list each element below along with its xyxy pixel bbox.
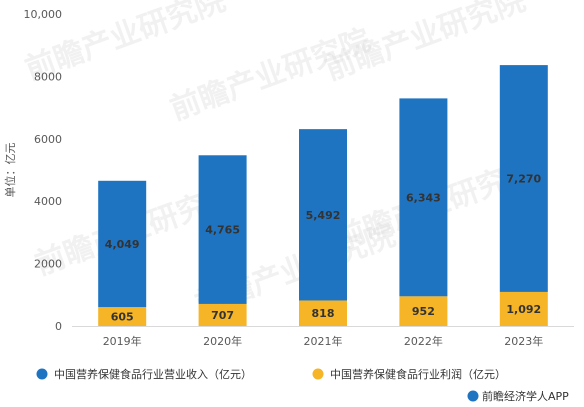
source-credit: 前瞻经济学人APP <box>467 389 569 403</box>
y-tick-label: 2000 <box>34 258 62 271</box>
data-label: 5,492 <box>306 209 341 222</box>
y-tick-label: 6000 <box>34 133 62 146</box>
x-tick-label: 2020年 <box>203 334 242 348</box>
y-ticks: 0 2000 4000 6000 8000 10,000 <box>24 8 63 333</box>
bar-segment <box>499 65 548 292</box>
bars: 605 4,049 707 4,765 818 5,492 952 6,343 1,092 7,2… <box>98 65 548 326</box>
x-tick-label: 2022年 <box>404 334 443 348</box>
bar-segment <box>198 155 247 304</box>
source-logo-icon <box>467 390 479 402</box>
data-label: 952 <box>412 305 435 318</box>
source-text: 前瞻经济学人APP <box>482 389 569 403</box>
data-label: 4,765 <box>205 224 240 237</box>
data-label: 1,092 <box>506 303 541 316</box>
x-tick-label: 2021年 <box>304 334 343 348</box>
legend-marker <box>312 368 324 380</box>
data-label: 818 <box>312 307 335 320</box>
bar-segment <box>299 129 347 301</box>
bar-segment <box>499 291 548 326</box>
x-tick-label: 2019年 <box>103 334 142 348</box>
bar-segment <box>98 180 147 308</box>
y-tick-label: 8000 <box>34 70 62 83</box>
data-label: 707 <box>211 309 234 322</box>
legend: 中国营养保健食品行业营业收入（亿元） 中国营养保健食品行业利润（亿元） <box>36 367 506 381</box>
bar-segment <box>399 98 448 297</box>
bar-segment <box>399 296 448 326</box>
y-tick-label: 4000 <box>34 195 62 208</box>
data-label: 7,270 <box>506 173 541 186</box>
x-tick-label: 2023年 <box>504 334 543 348</box>
legend-label: 中国营养保健食品行业利润（亿元） <box>330 367 506 381</box>
bar-segment <box>198 303 247 326</box>
category-labels: 2019年 2020年 2021年 2022年 2023年 <box>103 334 544 348</box>
data-label: 605 <box>111 311 134 324</box>
y-tick-label: 10,000 <box>24 8 63 21</box>
data-label: 4,049 <box>105 238 140 251</box>
legend-label: 中国营养保健食品行业营业收入（亿元） <box>54 367 252 381</box>
y-axis-label: 单位：亿元 <box>3 143 17 198</box>
data-label: 6,343 <box>406 191 441 204</box>
watermark-text: 前瞻产业研究院 <box>321 0 530 88</box>
y-tick-label: 0 <box>55 320 62 333</box>
legend-marker <box>36 368 48 380</box>
bar-segment <box>299 300 347 326</box>
bar-segment <box>98 307 147 326</box>
